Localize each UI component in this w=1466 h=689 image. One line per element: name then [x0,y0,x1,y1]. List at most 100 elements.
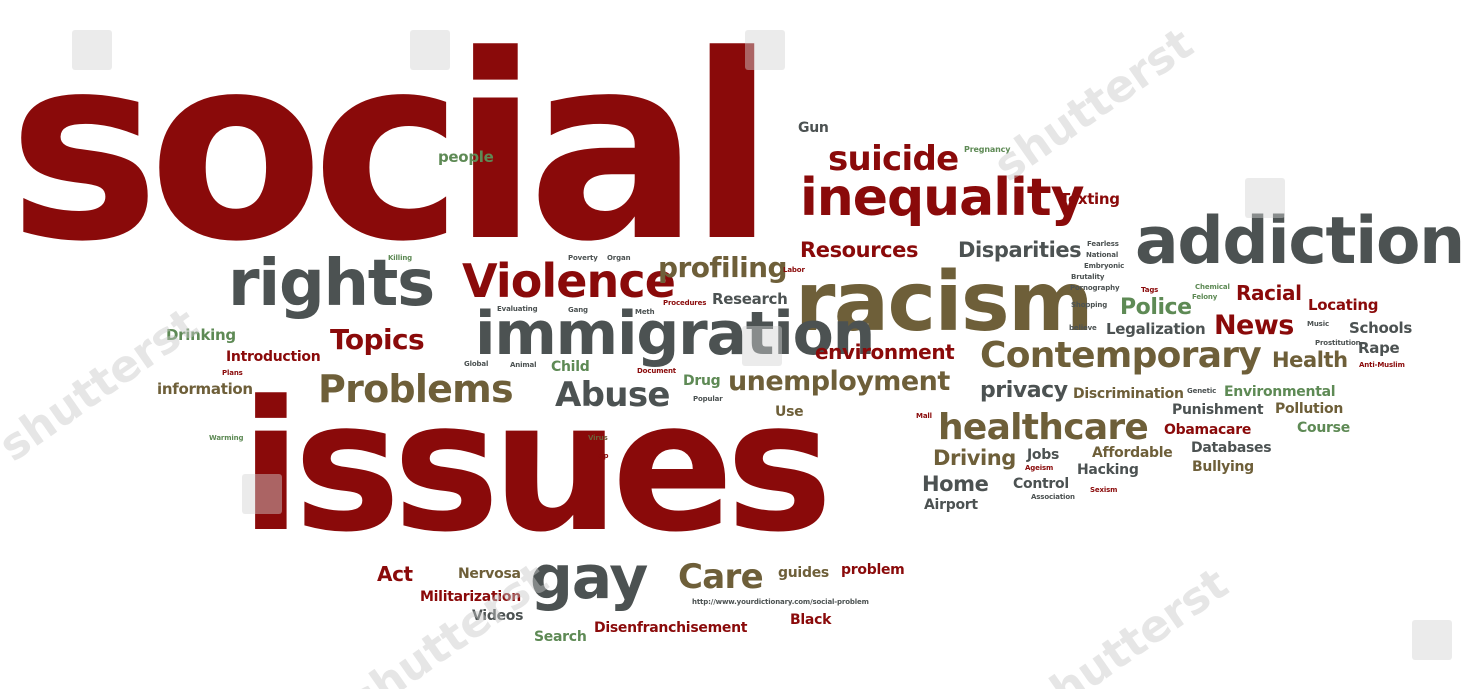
cloud-word-contemporary: Contemporary [980,335,1262,376]
cloud-word-people: people [438,148,494,166]
cloud-word-pregnancy: Pregnancy [964,145,1011,154]
watermark-logo [410,30,450,70]
cloud-word-care: Care [678,557,764,597]
cloud-word-affordable: Affordable [1092,445,1173,461]
cloud-word-environmental: Environmental [1224,384,1336,400]
cloud-word-introduction: Introduction [226,349,321,365]
cloud-word-rape: Rape [1358,339,1400,357]
watermark-logo [242,474,282,514]
cloud-word-police: Police [1120,295,1192,320]
cloud-word-news: News [1214,310,1294,341]
cloud-word-labor: Labor [783,266,805,274]
cloud-word-sep: Sep [594,452,609,460]
cloud-word-airport: Airport [924,497,978,513]
cloud-word-immigration: immigration [475,299,875,369]
cloud-word-plans: Plans [222,369,243,377]
cloud-word-databases: Databases [1191,440,1272,456]
cloud-word-act: Act [377,562,413,586]
cloud-word-schools: Schools [1349,319,1412,337]
cloud-word-driving: Driving [933,446,1016,470]
cloud-word-felony: Felony [1192,293,1218,301]
cloud-word-disparities: Disparities [958,238,1082,262]
cloud-word-black: Black [790,612,832,628]
cloud-word-national: National [1086,251,1119,259]
cloud-word-association: Association [1031,493,1075,501]
cloud-word-popular: Popular [693,395,723,403]
watermark-logo [1245,178,1285,218]
cloud-word-health: Health [1272,348,1348,372]
cloud-word-gay: gay [530,543,648,613]
cloud-word-chemical: Chemical [1195,283,1230,291]
cloud-word-problems: Problems [318,367,514,411]
cloud-word-music: Music [1307,320,1329,328]
watermark-text: shutterst [340,553,558,689]
cloud-word-drug: Drug [683,373,721,389]
cloud-word-brutality: Brutality [1071,273,1105,281]
cloud-word-child: Child [551,359,590,375]
cloud-word-jobs: Jobs [1027,447,1060,463]
cloud-word-fearless: Fearless [1087,240,1119,248]
watermark-logo [1412,620,1452,660]
cloud-word-punishment: Punishment [1172,402,1264,418]
cloud-word-poverty: Poverty [568,254,598,262]
cloud-word-privacy: privacy [980,378,1068,403]
cloud-word-rights: rights [228,247,435,321]
watermark-logo [745,30,785,70]
cloud-word-animal: Animal [510,361,537,369]
cloud-word-control: Control [1013,476,1069,492]
cloud-word-ageism: Ageism [1025,464,1054,472]
cloud-word-http-www-yourdictionary-com-social-problem: http://www.yourdictionary.com/social-pro… [692,598,869,606]
cloud-word-profiling: profiling [658,251,788,284]
cloud-word-racism: racism [795,255,1094,350]
cloud-word-use: Use [775,404,804,420]
cloud-word-global: Global [464,360,489,368]
cloud-word-social: social [8,1,776,298]
cloud-word-suicide: suicide [828,139,959,179]
cloud-word-meth: Meth [635,308,655,316]
cloud-word-organ: Organ [607,254,631,262]
cloud-word-disenfranchisement: Disenfranchisement [594,620,748,636]
cloud-word-discrimination: Discrimination [1073,386,1184,402]
cloud-word-course: Course [1297,420,1350,436]
cloud-word-guides: guides [778,565,829,581]
cloud-word-resources: Resources [800,238,919,262]
cloud-word-nervosa: Nervosa [458,566,521,582]
cloud-word-militarization: Militarization [420,589,521,605]
cloud-word-topics: Topics [330,323,425,356]
cloud-word-anti-muslim: Anti-Muslim [1359,361,1405,369]
cloud-word-warming: Warming [209,434,244,442]
cloud-word-tags: Tags [1141,286,1159,294]
cloud-word-genetic: Genetic [1187,387,1217,395]
watermark-logo [72,30,112,70]
cloud-word-environment: environment [815,340,955,364]
cloud-word-search: Search [534,629,587,645]
cloud-word-healthcare: healthcare [938,407,1149,448]
cloud-word-hacking: Hacking [1077,462,1139,478]
cloud-word-issues: issues [240,363,833,572]
cloud-word-home: Home [922,472,989,496]
cloud-word-legalization: Legalization [1106,320,1206,338]
cloud-word-sexism: Sexism [1090,486,1118,494]
cloud-word-embryonic: Embryonic [1084,262,1125,270]
cloud-word-obamacare: Obamacare [1164,422,1252,438]
watermark-text: shutterst [985,18,1203,192]
cloud-word-addiction: addiction [1135,204,1465,279]
cloud-word-mall: Mall [916,412,932,420]
cloud-word-information: information [157,380,253,398]
cloud-word-evaluating: Evaluating [497,305,538,313]
cloud-word-bullying: Bullying [1192,459,1254,475]
cloud-word-violence: Violence [462,254,676,308]
cloud-word-procedures: Procedures [663,299,707,307]
watermark-logo [742,326,782,366]
cloud-word-pornography: Pornography [1070,284,1120,292]
cloud-word-shopping: Shopping [1071,301,1108,309]
cloud-word-believe: believe [1069,324,1097,332]
cloud-word-killing: Killing [388,254,413,262]
cloud-word-racial: Racial [1236,281,1302,305]
cloud-word-videos: Videos [472,608,524,624]
cloud-word-unemployment: unemployment [728,366,950,397]
cloud-word-locating: Locating [1308,296,1379,314]
cloud-word-abuse: Abuse [555,375,670,415]
watermark-text: shutterst [1020,558,1238,689]
